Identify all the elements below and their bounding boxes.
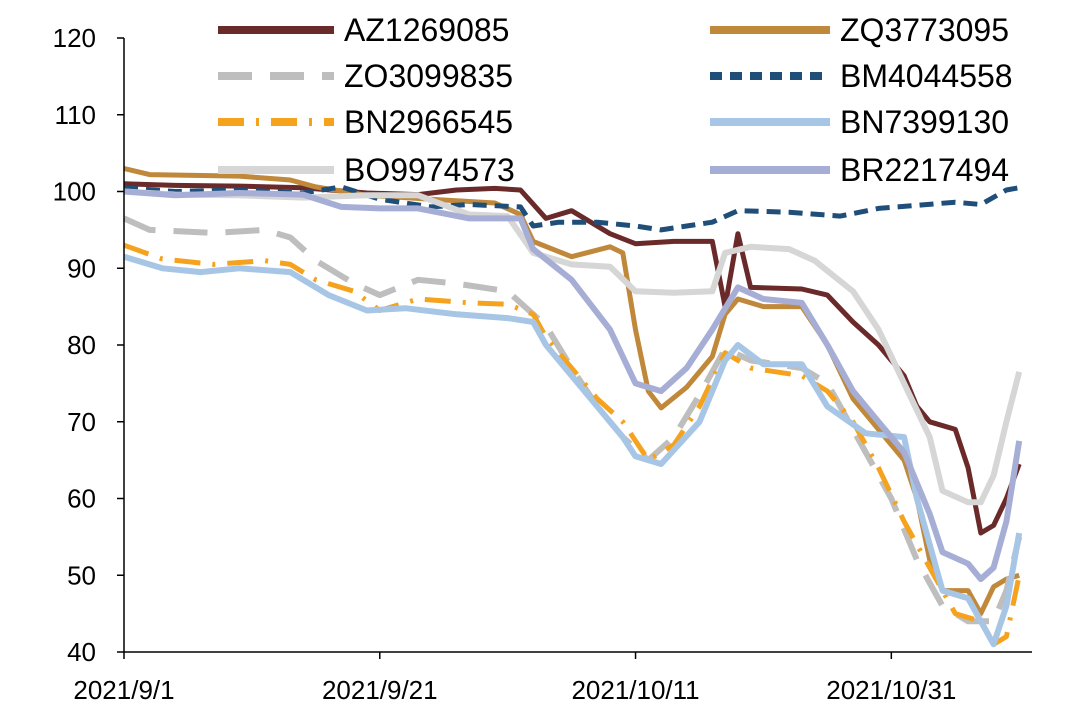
legend-label-bm4044558: BM4044558 [840, 58, 1013, 94]
legend-label-zo3099835: ZO3099835 [344, 58, 513, 94]
x-tick-label: 2021/9/21 [322, 675, 438, 705]
y-tick-label: 40 [67, 637, 96, 667]
legend: AZ1269085 ZQ3773095 ZO3099835 BM4044558 BN29… [218, 12, 1013, 188]
series-line-bn7399130 [123, 253, 1023, 648]
x-tick-label: 2021/9/1 [73, 675, 174, 705]
y-axis-ticks: 40 50 60 70 80 90 100 110 120 [53, 23, 124, 667]
legend-label-az1269085: AZ1269085 [344, 12, 509, 48]
legend-label-zq3773095: ZQ3773095 [840, 12, 1009, 48]
y-tick-label: 70 [67, 407, 96, 437]
plot-lines [122, 166, 1023, 648]
y-tick-label: 60 [67, 484, 96, 514]
series-line-zq3773095 [123, 166, 1020, 617]
y-tick-label: 80 [67, 330, 96, 360]
legend-label-br2217494: BR2217494 [840, 152, 1009, 188]
y-tick-label: 50 [67, 560, 96, 590]
y-tick-label: 100 [53, 177, 96, 207]
x-axis-ticks: 2021/9/1 2021/9/21 2021/10/11 2021/10/31 [73, 652, 956, 705]
legend-label-bn2966545: BN2966545 [344, 104, 513, 140]
x-tick-label: 2021/10/31 [826, 675, 956, 705]
y-tick-label: 120 [53, 23, 96, 53]
y-tick-label: 90 [67, 253, 96, 283]
legend-label-bo9974573: BO9974573 [344, 152, 515, 188]
series-line-bn2966545 [123, 242, 1022, 647]
x-tick-label: 2021/10/11 [571, 675, 699, 705]
legend-label-bn7399130: BN7399130 [840, 104, 1009, 140]
series-line-bo9974573 [123, 188, 1023, 506]
y-tick-label: 110 [55, 100, 96, 130]
series-line-br2217494 [123, 188, 1023, 583]
